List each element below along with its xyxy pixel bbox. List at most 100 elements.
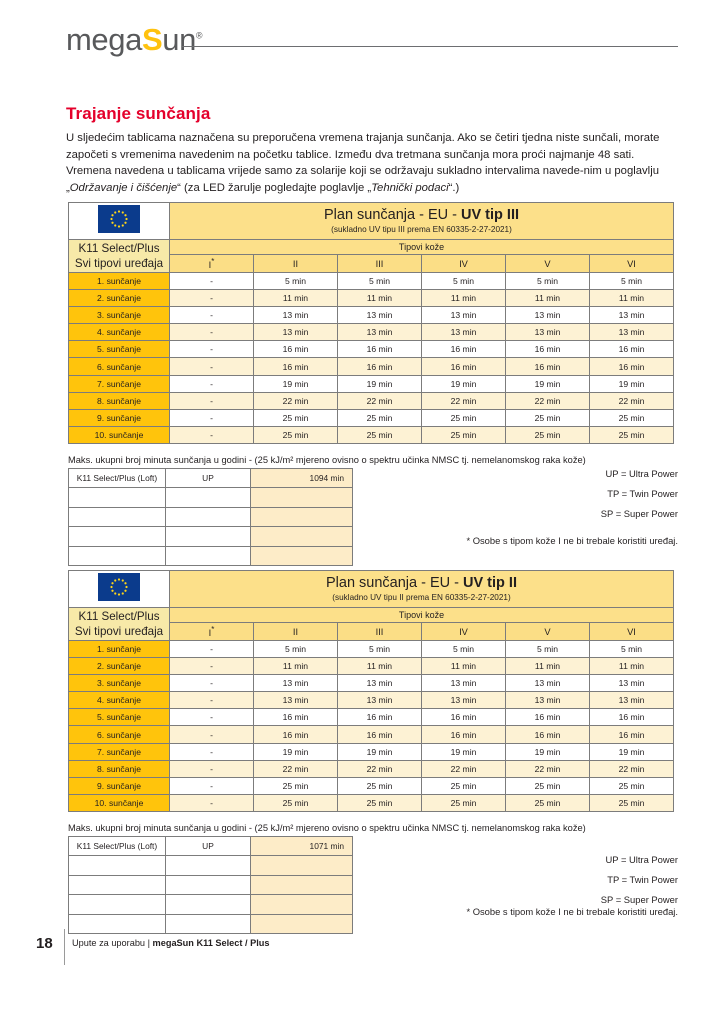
session-duration-cell: 22 min xyxy=(421,391,506,410)
session-duration-cell: 16 min xyxy=(589,357,674,376)
session-label: 6. sunčanje xyxy=(68,357,170,376)
session-duration-cell: 16 min xyxy=(589,725,674,744)
column-header-VI: VI xyxy=(589,622,674,641)
summary-minutes-value: 1071 min xyxy=(250,835,353,857)
session-duration-cell: - xyxy=(169,657,254,676)
session-label: 6. sunčanje xyxy=(68,725,170,744)
table-row xyxy=(68,545,353,566)
table-row xyxy=(68,855,353,876)
session-duration-cell: 5 min xyxy=(421,639,506,659)
session-duration-cell: 11 min xyxy=(421,657,506,676)
column-header-II: II xyxy=(253,254,338,273)
table-row: 8. sunčanje -22 min 22 min 22 min 22 min 22 m… xyxy=(68,391,674,410)
session-duration-cell: 11 min xyxy=(253,657,338,676)
session-duration-cell: 19 min xyxy=(337,374,422,393)
summary-empty-cell xyxy=(165,894,251,915)
summary-empty-cell xyxy=(68,506,166,528)
column-header-asterisk: * xyxy=(211,256,215,266)
legend-item-up: UP = Ultra Power xyxy=(605,468,678,479)
session-label: 10. sunčanje xyxy=(68,793,170,812)
summary-table-wrapper-1: K11 Select/Plus (Loft) UP 1094 min xyxy=(68,467,353,566)
session-duration-cell: 11 min xyxy=(505,289,590,308)
plan-table-uv-tip-II: Plan sunčanja - EU - UV tip II (sukladno… xyxy=(68,570,674,812)
session-label: 7. sunčanje xyxy=(68,742,170,761)
session-duration-cell: 11 min xyxy=(337,289,422,308)
column-header-I-label: I xyxy=(208,628,212,639)
table-head-title-row: Plan sunčanja - EU - UV tip II (sukladno… xyxy=(68,570,674,608)
session-duration-cell: 25 min xyxy=(421,776,506,795)
table-row: 6. sunčanje -16 min 16 min 16 min 16 min 16 m… xyxy=(68,725,674,744)
legend-item-up: UP = Ultra Power xyxy=(605,854,678,865)
table-row: 5. sunčanje -16 min 16 min 16 min 16 min 16 m… xyxy=(68,340,674,359)
session-label: 9. sunčanje xyxy=(68,776,170,795)
column-header-II: II xyxy=(253,622,338,641)
page-number: 18 xyxy=(36,935,53,952)
session-duration-cell: 16 min xyxy=(421,357,506,376)
intro-emphasis-1: Održavanje i čišćenje xyxy=(69,181,178,194)
table-row xyxy=(68,894,353,915)
session-duration-cell: - xyxy=(169,425,254,444)
session-duration-cell: 16 min xyxy=(253,725,338,744)
session-duration-cell: 25 min xyxy=(505,793,590,812)
summary-power-label: UP xyxy=(165,467,251,489)
device-label-line-2: Svi tipovi uređaja xyxy=(74,257,164,270)
footer-text-normal: Upute za uporabu | xyxy=(72,938,153,948)
summary-empty-cell xyxy=(68,545,166,566)
summary-empty-cell xyxy=(250,913,353,934)
table-row: 8. sunčanje -22 min 22 min 22 min 22 min 22 m… xyxy=(68,759,674,778)
column-header-V: V xyxy=(505,254,590,273)
eu-stars-icon xyxy=(98,572,140,601)
session-duration-cell: 13 min xyxy=(421,306,506,325)
session-duration-cell: 5 min xyxy=(337,271,422,291)
session-label: 7. sunčanje xyxy=(68,374,170,393)
session-duration-cell: - xyxy=(169,674,254,693)
session-duration-cell: - xyxy=(169,408,254,427)
table-row: 10. sunčanje -25 min 25 min 25 min 25 min 25 … xyxy=(68,793,674,812)
table-row: 2. sunčanje -11 min 11 min 11 min 11 min 11 m… xyxy=(68,657,674,676)
session-label: 8. sunčanje xyxy=(68,759,170,778)
session-duration-cell: 5 min xyxy=(505,639,590,659)
plan-title-cell: Plan sunčanja - EU - UV tip III (sukladn… xyxy=(169,202,674,240)
plan-title-prefix: Plan sunčanja - EU - xyxy=(323,207,461,223)
plan-subtitle: (sukladno UV tipu II prema EN 60335-2-27… xyxy=(332,593,511,602)
skin-type-footnote-1: * Osobe s tipom kože I ne bi trebale kor… xyxy=(466,535,678,546)
session-duration-cell: 25 min xyxy=(253,793,338,812)
session-duration-cell: 25 min xyxy=(337,408,422,427)
session-duration-cell: 25 min xyxy=(253,425,338,444)
session-duration-cell: 13 min xyxy=(505,674,590,693)
session-duration-cell: 25 min xyxy=(505,776,590,795)
table-row: 6. sunčanje -16 min 16 min 16 min 16 min 16 m… xyxy=(68,357,674,376)
session-duration-cell: - xyxy=(169,289,254,308)
session-duration-cell: 16 min xyxy=(337,357,422,376)
session-label: 4. sunčanje xyxy=(68,323,170,342)
plan-subtitle: (sukladno UV tipu III prema EN 60335-2-2… xyxy=(331,225,512,234)
table-head-columns-row: I* II III IV V VI xyxy=(69,254,674,273)
session-duration-cell: 19 min xyxy=(505,374,590,393)
session-duration-cell: 19 min xyxy=(589,742,674,761)
session-label: 4. sunčanje xyxy=(68,691,170,710)
session-duration-cell: 25 min xyxy=(253,408,338,427)
session-label: 5. sunčanje xyxy=(68,708,170,727)
table-head-skin-row: K11 Select/Plus Svi tipovi uređaja Tipov… xyxy=(68,239,674,273)
session-duration-cell: 16 min xyxy=(505,725,590,744)
session-duration-cell: 5 min xyxy=(253,271,338,291)
legend-item-tp: TP = Twin Power xyxy=(607,874,678,885)
logo-text-accent: S xyxy=(141,22,163,57)
intro-part-2: “ (za LED žarulje pogledajte poglavlje „ xyxy=(177,181,372,194)
table-row xyxy=(68,526,353,547)
session-duration-cell: 11 min xyxy=(421,289,506,308)
column-header-I-label: I xyxy=(208,260,212,271)
session-duration-cell: 25 min xyxy=(421,408,506,427)
session-duration-cell: 5 min xyxy=(253,639,338,659)
session-duration-cell: 16 min xyxy=(505,357,590,376)
summary-empty-cell xyxy=(68,874,166,896)
session-duration-cell: 16 min xyxy=(421,340,506,359)
megasun-logo: megaSun® xyxy=(66,22,203,58)
table-row: 7. sunčanje -19 min 19 min 19 min 19 min 19 m… xyxy=(68,374,674,393)
session-duration-cell: 13 min xyxy=(337,674,422,693)
session-duration-cell: 16 min xyxy=(421,708,506,727)
summary-empty-cell xyxy=(68,855,166,876)
summary-empty-cell xyxy=(68,487,166,508)
session-duration-cell: 13 min xyxy=(421,323,506,342)
summary-empty-cell xyxy=(250,487,353,508)
